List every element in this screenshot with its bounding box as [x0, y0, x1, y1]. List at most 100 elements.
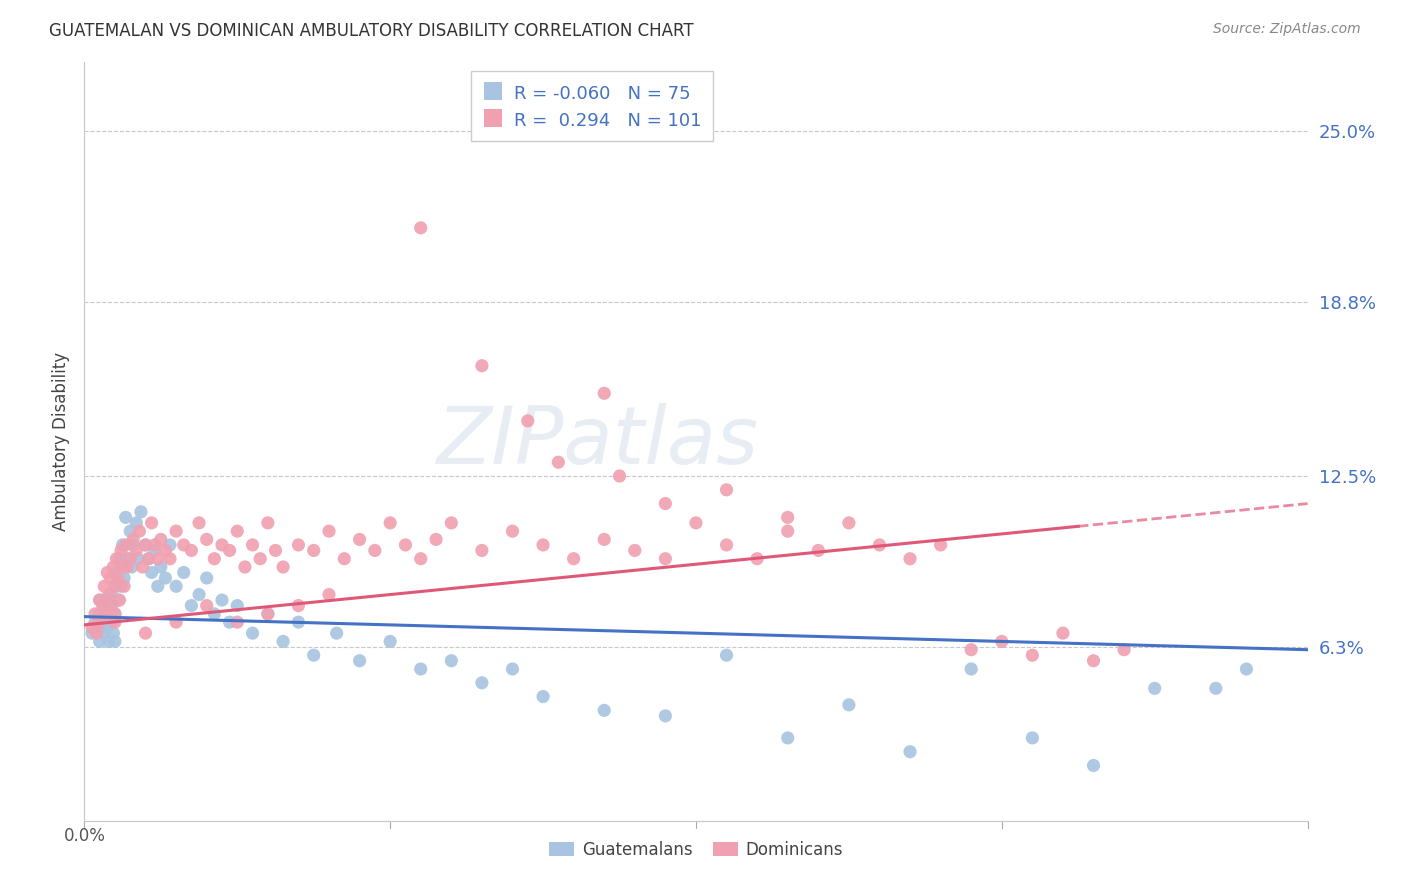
Point [180, 543, 202, 558]
Point [333, 551, 356, 566]
Point [91, 612, 114, 626]
Point [233, 560, 256, 574]
Point [120, 551, 142, 566]
Point [991, 634, 1014, 648]
Text: GUATEMALAN VS DOMINICAN AMBULATORY DISABILITY CORRELATION CHART: GUATEMALAN VS DOMINICAN AMBULATORY DISAB… [49, 22, 693, 40]
Point [409, 662, 432, 676]
Point [624, 543, 647, 558]
Point [531, 690, 554, 704]
Point [318, 588, 340, 602]
Point [349, 533, 371, 547]
Point [271, 560, 294, 574]
Point [195, 599, 218, 613]
Point [1114, 642, 1136, 657]
Point [155, 543, 177, 558]
Legend: Guatemalans, Dominicans: Guatemalans, Dominicans [541, 834, 851, 865]
Point [502, 662, 524, 676]
Point [159, 551, 181, 566]
Point [593, 703, 616, 717]
Point [960, 642, 983, 657]
Point [226, 599, 249, 613]
Point [104, 615, 127, 629]
Point [112, 579, 135, 593]
Point [86, 626, 108, 640]
Text: 0.0%: 0.0% [63, 827, 105, 845]
Point [302, 543, 325, 558]
Point [562, 551, 585, 566]
Point [104, 607, 127, 621]
Point [380, 634, 402, 648]
Point [98, 599, 121, 613]
Point [89, 607, 111, 621]
Point [89, 593, 111, 607]
Point [838, 698, 860, 712]
Point [257, 607, 280, 621]
Point [716, 648, 738, 663]
Point [226, 524, 249, 538]
Point [869, 538, 891, 552]
Point [287, 538, 309, 552]
Point [654, 551, 676, 566]
Point [165, 524, 187, 538]
Point [242, 538, 264, 552]
Point [121, 560, 143, 574]
Point [440, 516, 463, 530]
Point [103, 626, 125, 640]
Point [202, 551, 225, 566]
Point [211, 538, 233, 552]
Point [105, 551, 128, 566]
Point [97, 634, 120, 648]
Point [180, 599, 202, 613]
Point [107, 593, 129, 607]
Point [173, 538, 195, 552]
Point [138, 551, 160, 566]
Point [776, 731, 799, 745]
Point [898, 551, 921, 566]
Point [776, 524, 799, 538]
Point [1083, 654, 1105, 668]
Point [135, 538, 157, 552]
Point [380, 516, 402, 530]
Point [349, 654, 371, 668]
Point [146, 579, 169, 593]
Point [593, 533, 616, 547]
Point [108, 593, 131, 607]
Point [654, 497, 676, 511]
Point [98, 571, 121, 585]
Point [318, 524, 340, 538]
Point [188, 588, 211, 602]
Point [125, 516, 148, 530]
Point [195, 533, 218, 547]
Point [747, 551, 769, 566]
Point [114, 538, 136, 552]
Point [960, 662, 983, 676]
Point [838, 516, 860, 530]
Point [547, 455, 569, 469]
Point [96, 566, 118, 580]
Point [111, 538, 134, 552]
Point [115, 560, 138, 574]
Point [93, 579, 115, 593]
Point [155, 571, 177, 585]
Point [257, 607, 280, 621]
Point [471, 359, 494, 373]
Point [1021, 648, 1043, 663]
Point [129, 505, 152, 519]
Point [165, 579, 187, 593]
Point [271, 634, 294, 648]
Point [101, 599, 124, 613]
Point [141, 566, 163, 580]
Point [654, 709, 676, 723]
Point [929, 538, 952, 552]
Point [716, 538, 738, 552]
Point [257, 516, 280, 530]
Point [115, 551, 138, 566]
Point [86, 621, 108, 635]
Point [471, 543, 494, 558]
Point [502, 524, 524, 538]
Text: ZIPatlas: ZIPatlas [437, 402, 759, 481]
Point [89, 634, 111, 648]
Point [1021, 731, 1043, 745]
Point [440, 654, 463, 668]
Point [107, 571, 129, 585]
